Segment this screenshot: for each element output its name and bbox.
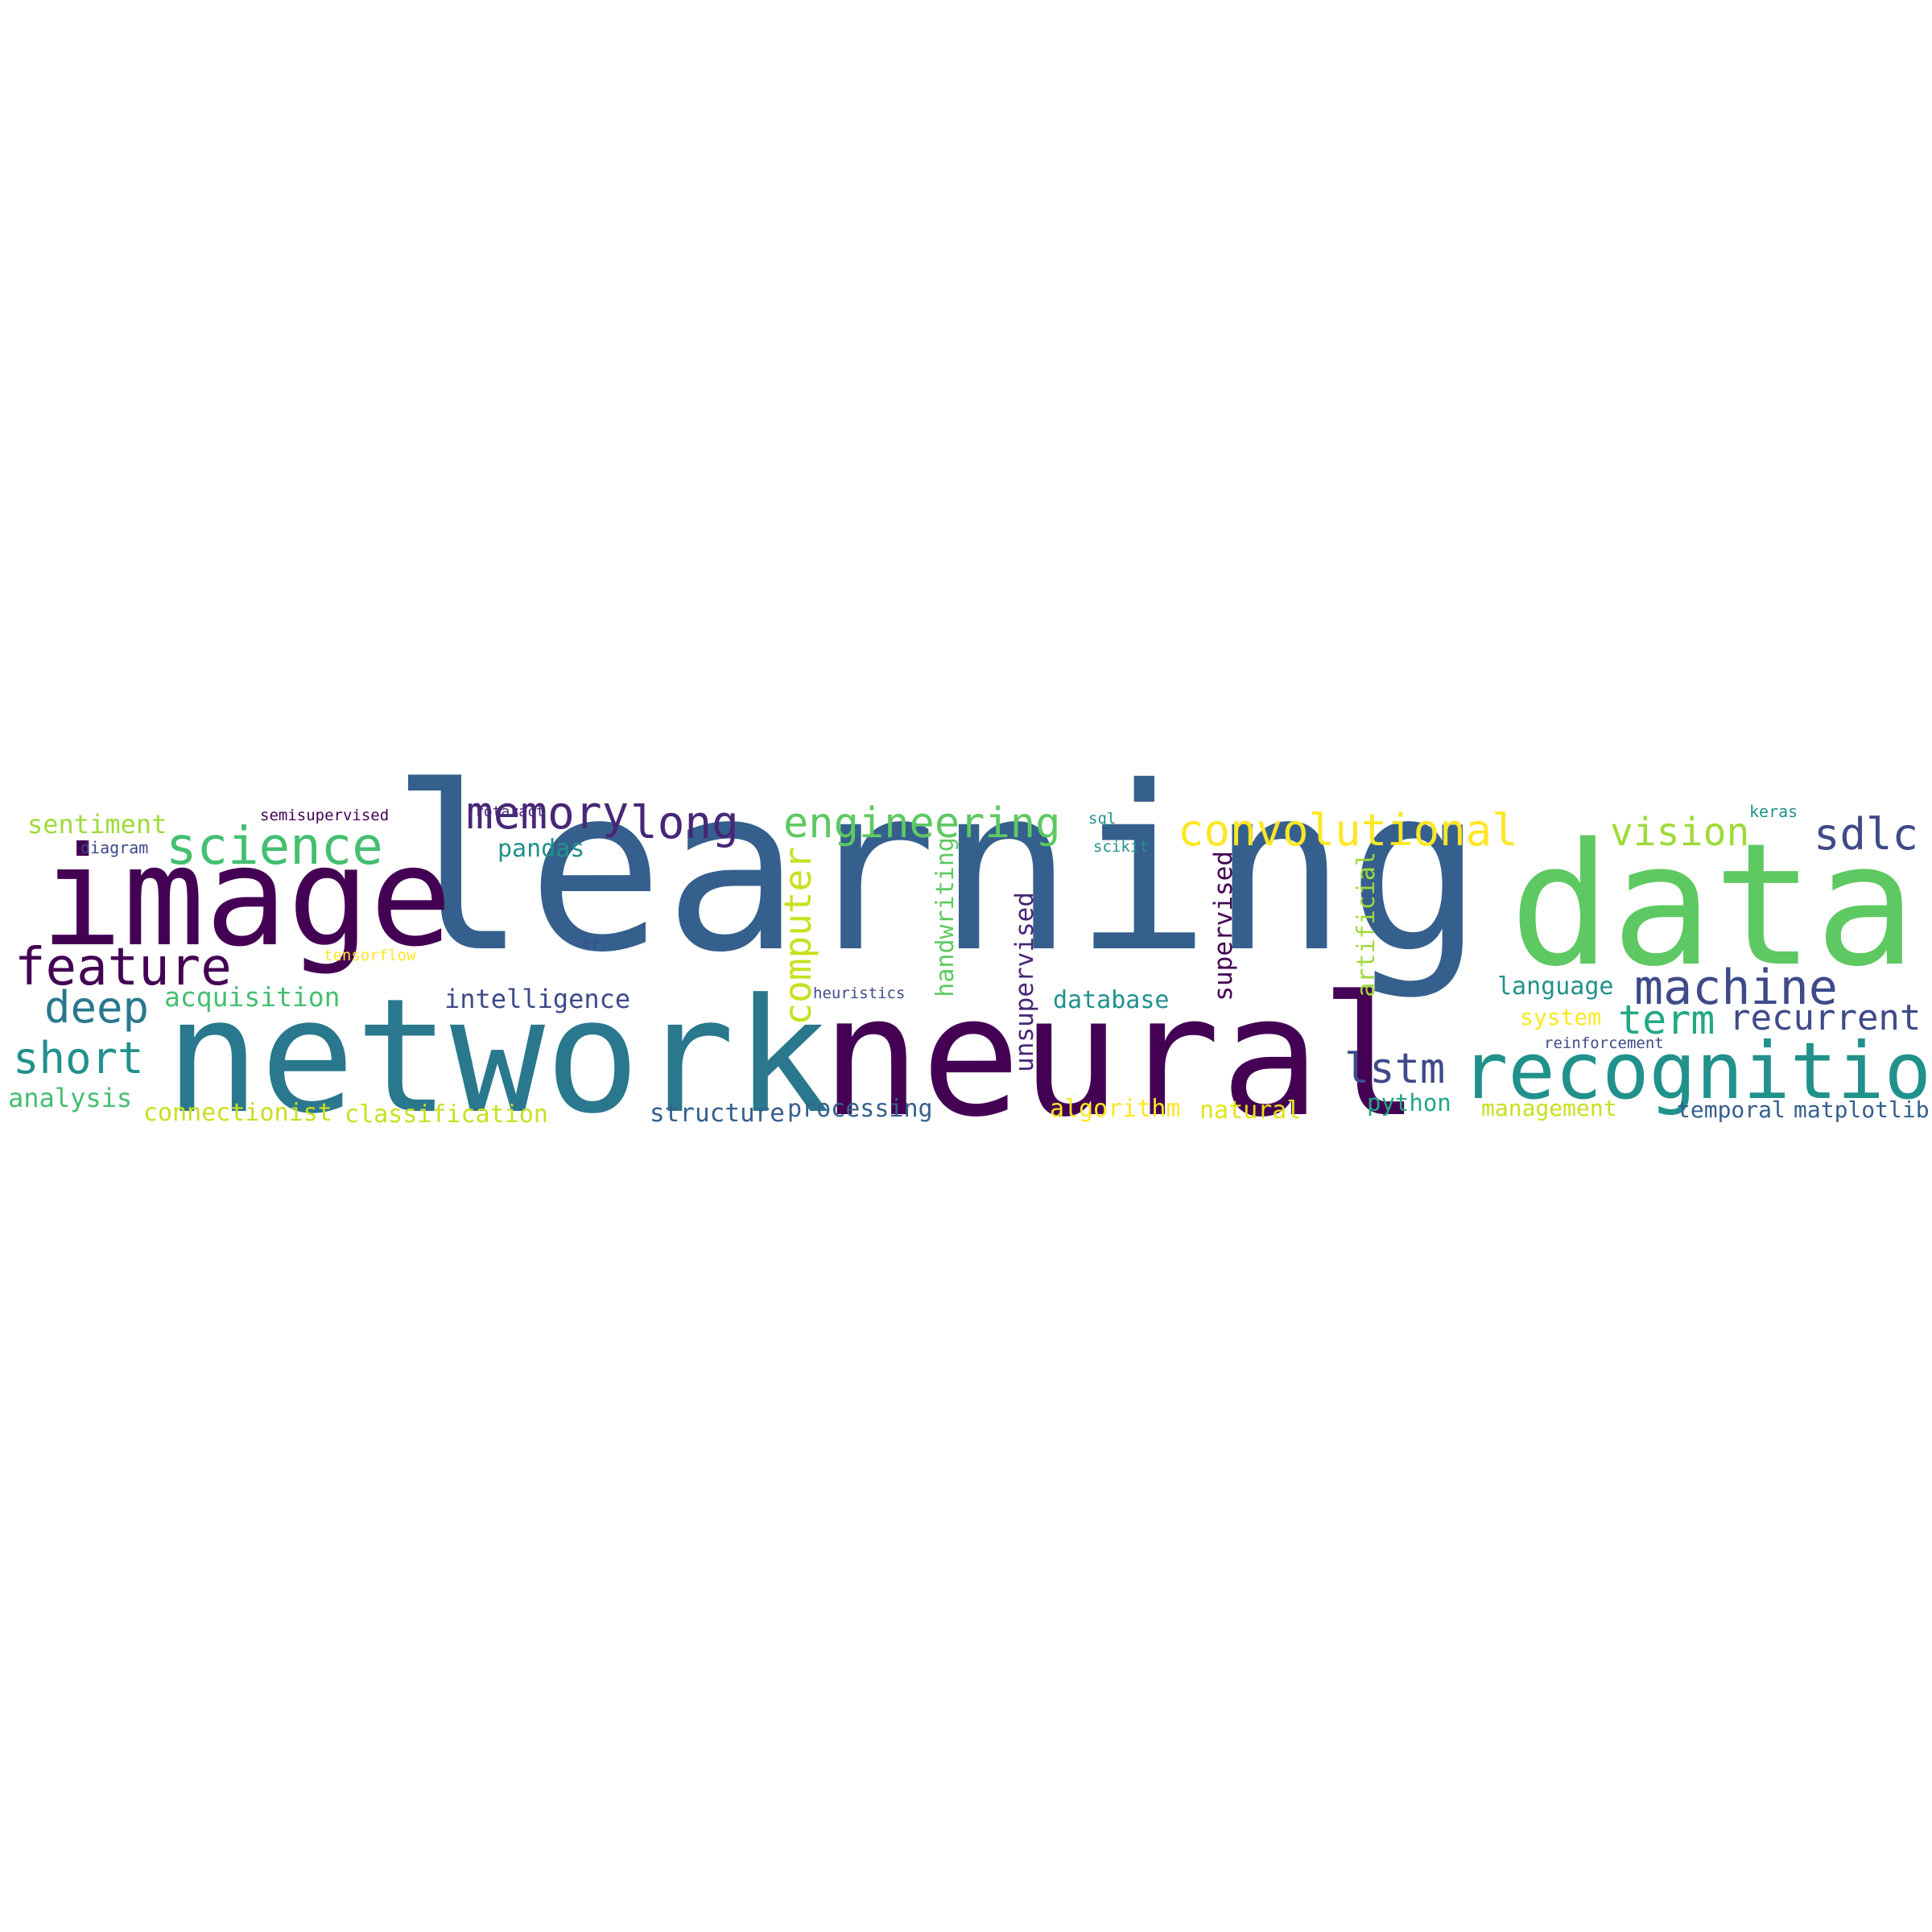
word-algorithm: algorithm (1050, 1095, 1181, 1123)
word-unsupervised: unsupervised (1010, 892, 1039, 1072)
word-image: image (40, 818, 452, 977)
word-matplotlib: matplotlib (1794, 1096, 1930, 1123)
word-data: data (1509, 807, 1917, 1004)
word-acquisition: acquisition (164, 981, 341, 1013)
word-learning: learning (390, 737, 1484, 1002)
word-network: network (165, 965, 831, 1149)
word-python: python (1367, 1089, 1451, 1117)
word-processing: processing (787, 1095, 933, 1123)
word-diagram: diagram (80, 838, 149, 857)
word-classification: classification (345, 1100, 548, 1129)
word-temporal: temporal (1677, 1096, 1785, 1123)
word-pandas: pandas (497, 835, 585, 863)
word-artificial: artificial (1352, 852, 1381, 997)
word-science: science (166, 817, 383, 877)
word-connectionist: connectionist (143, 1099, 332, 1127)
word-machine: machine (1634, 960, 1838, 1016)
word-database: database (1053, 986, 1170, 1014)
word-sentiment: sentiment (27, 809, 167, 840)
word-feature: feature (14, 938, 232, 997)
word-structure: structure (650, 1099, 785, 1128)
word-handwriting: handwriting (931, 837, 960, 997)
word-rotaract: rotaract (475, 803, 545, 820)
word-intelligence: intelligence (444, 984, 631, 1014)
word-reinforcement: reinforcement (1544, 1034, 1664, 1052)
word-memory: memory (466, 787, 630, 840)
word-long: long (630, 797, 739, 849)
word-management: management (1481, 1095, 1617, 1121)
word-heuristics: heuristics (813, 985, 906, 1002)
word-deep: deep (44, 982, 150, 1033)
word-short: short (13, 1033, 144, 1084)
word-recurrent: recurrent (1729, 997, 1922, 1038)
word-natural: natural (1199, 1096, 1302, 1125)
word-system: system (1520, 1004, 1602, 1030)
word-convolutional: convolutional (1178, 805, 1518, 856)
word-analysis: analysis (8, 1083, 133, 1113)
word-vision: vision (1610, 810, 1750, 855)
word-supervised: supervised (1209, 851, 1238, 1001)
word-er: er (582, 935, 600, 952)
word-term: term (1618, 997, 1715, 1043)
word-scikit: scikit (1093, 838, 1149, 856)
word-engineering: engineering (783, 799, 1061, 848)
word-lstm: lstm (1344, 1045, 1446, 1093)
word-sdlc: sdlc (1814, 809, 1919, 860)
word-recognition: recognition (1461, 1026, 1932, 1117)
word-computer: computer (776, 847, 819, 1026)
word-tensorflow: tensorflow (324, 947, 416, 964)
word-language: language (1497, 972, 1614, 1001)
word-neural: neural (821, 960, 1421, 1154)
word-semisupervised: semisupervised (260, 807, 390, 824)
word-keras: keras (1749, 802, 1798, 821)
word-sql: sql (1088, 810, 1117, 828)
